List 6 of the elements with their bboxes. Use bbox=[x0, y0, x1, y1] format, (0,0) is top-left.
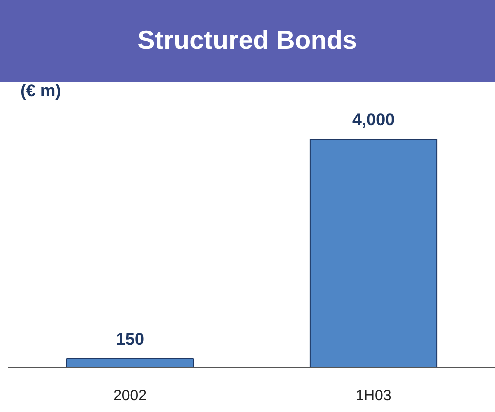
x-tick-label: 1H03 bbox=[356, 388, 392, 404]
data-label: 150 bbox=[116, 330, 144, 349]
x-tick-label: 2002 bbox=[114, 388, 147, 404]
y-axis-title: (€ m) bbox=[20, 82, 62, 101]
chart-title: Structured Bonds bbox=[138, 24, 358, 58]
data-label: 4,000 bbox=[352, 110, 396, 130]
